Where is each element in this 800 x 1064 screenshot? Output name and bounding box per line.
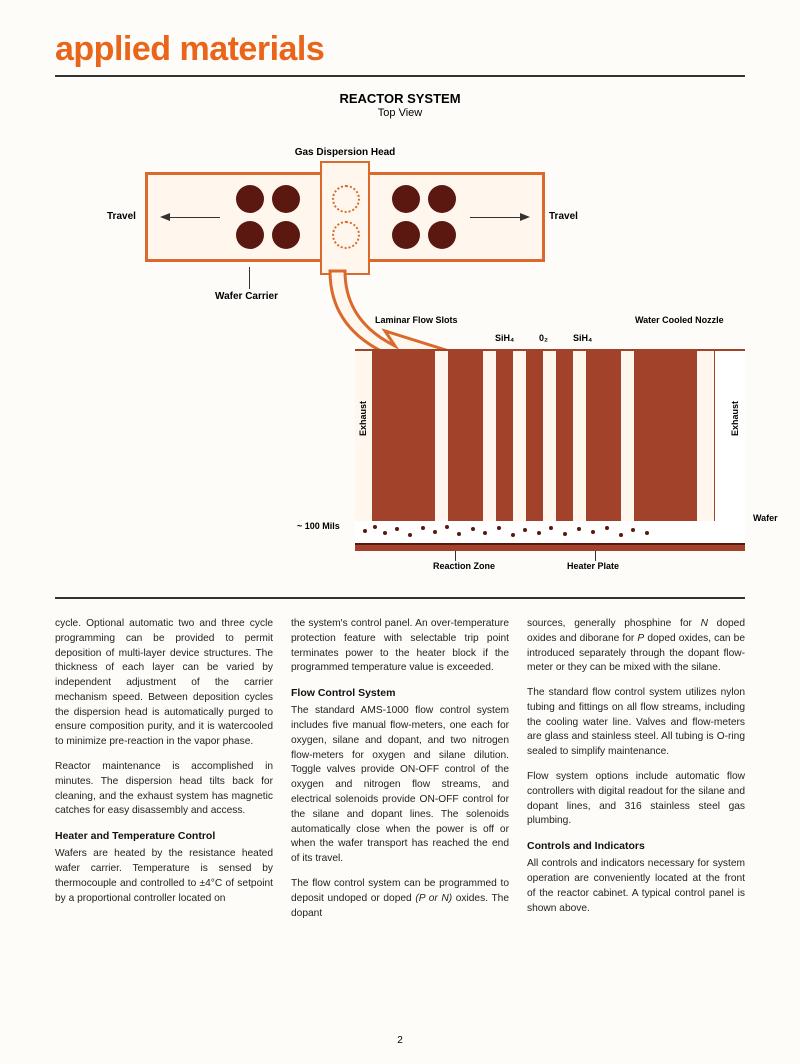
body-text: sources, generally phosphine for N doped… [527,617,745,676]
header-rule [55,75,745,77]
body-text: Wafers are heated by the resistance heat… [55,847,273,906]
body-text: Flow system options include automatic fl… [527,770,745,829]
body-text: All controls and indicators necessary fo… [527,857,745,916]
body-text: cycle. Optional automatic two and three … [55,617,273,750]
reactor-box [145,172,545,262]
body-text: the system's control panel. An over-temp… [291,617,509,676]
sih4-right-label: SiH₄ [573,333,592,343]
page-title: applied materials [55,30,745,69]
column-1: cycle. Optional automatic two and three … [55,617,273,931]
diagram-subtitle: Top View [55,107,745,119]
o2-label: 0₂ [539,333,548,343]
reaction-zone-label: Reaction Zone [433,561,495,571]
exhaust-right-label: Exhaust [730,401,740,436]
reactor-diagram: REACTOR SYSTEM Top View Gas Dispersion H… [55,91,745,581]
exhaust-left-label: Exhaust [358,401,368,436]
travel-right-label: Travel [549,211,578,222]
diagram-title: REACTOR SYSTEM [55,91,745,106]
body-text: The standard AMS-1000 flow control syste… [291,704,509,867]
top-view-diagram: Gas Dispersion Head [145,147,545,262]
body-text: Reactor maintenance is accomplished in m… [55,760,273,819]
section-heading: Heater and Temperature Control [55,829,273,844]
mid-rule [55,597,745,599]
gas-dispersion-label: Gas Dispersion Head [145,147,545,158]
heater-plate [355,543,745,551]
laminar-label: Laminar Flow Slots [375,315,458,325]
mils-label: ~ 100 Mils [297,521,340,531]
column-2: the system's control panel. An over-temp… [291,617,509,931]
body-text: The flow control system can be programme… [291,877,509,921]
reaction-dots-icon [355,521,655,539]
page-number: 2 [0,1035,800,1046]
column-3: sources, generally phosphine for N doped… [527,617,745,931]
body-columns: cycle. Optional automatic two and three … [55,617,745,931]
dispersion-head [320,161,370,275]
heater-plate-label: Heater Plate [567,561,619,571]
body-text: The standard flow control system utilize… [527,686,745,760]
section-heading: Controls and Indicators [527,839,745,854]
wafer-label: Wafer [753,513,778,523]
water-cooled-label: Water Cooled Nozzle [635,315,724,325]
side-view-diagram: Laminar Flow Slots Water Cooled Nozzle S… [355,321,745,551]
sih4-left-label: SiH₄ [495,333,514,343]
section-heading: Flow Control System [291,686,509,701]
wafer-carrier-label: Wafer Carrier [215,291,278,302]
travel-left-label: Travel [107,211,136,222]
